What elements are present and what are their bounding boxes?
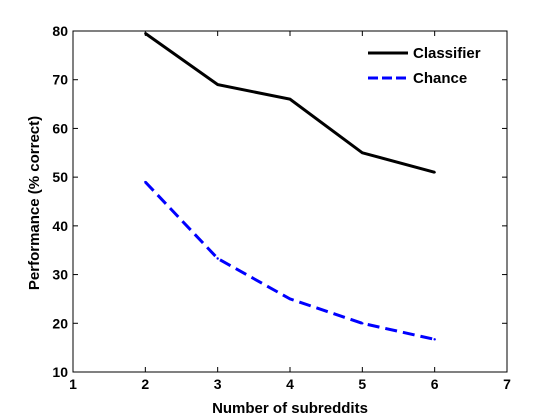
x-tick-label: 1 bbox=[69, 376, 77, 392]
legend: Classifier Chance bbox=[368, 45, 481, 87]
series-line-chance bbox=[144, 180, 436, 341]
data-point-chance bbox=[433, 338, 436, 341]
x-axis-title: Number of subreddits bbox=[212, 400, 368, 417]
data-point-chance bbox=[361, 322, 364, 325]
legend-label-classifier: Classifier bbox=[413, 45, 481, 62]
data-point-classifier bbox=[144, 32, 147, 35]
data-point-chance bbox=[144, 180, 147, 184]
data-point-classifier bbox=[433, 171, 436, 174]
data-point-chance bbox=[288, 297, 292, 301]
x-tick-label: 5 bbox=[358, 376, 366, 392]
y-axis-ticks: 10 20 30 40 50 60 70 80 bbox=[52, 23, 507, 380]
y-tick-label: 60 bbox=[52, 120, 68, 136]
y-tick-label: 10 bbox=[52, 364, 68, 380]
x-axis-ticks: 1 2 3 4 5 6 7 bbox=[69, 31, 511, 392]
data-point-classifier bbox=[361, 151, 364, 154]
y-axis-title: Performance (% correct) bbox=[26, 116, 43, 290]
y-tick-label: 70 bbox=[52, 72, 68, 88]
y-tick-label: 40 bbox=[52, 218, 68, 234]
legend-label-chance: Chance bbox=[413, 70, 467, 87]
y-tick-label: 20 bbox=[52, 315, 68, 331]
y-tick-label: 30 bbox=[52, 267, 68, 283]
x-tick-label: 2 bbox=[141, 376, 149, 392]
x-tick-label: 4 bbox=[286, 376, 294, 392]
x-tick-label: 3 bbox=[214, 376, 222, 392]
x-tick-label: 6 bbox=[431, 376, 439, 392]
data-point-chance bbox=[216, 257, 219, 260]
data-point-classifier bbox=[216, 83, 219, 86]
y-tick-label: 80 bbox=[52, 23, 68, 39]
x-tick-label: 7 bbox=[503, 376, 511, 392]
data-point-classifier bbox=[288, 98, 292, 101]
series-lines bbox=[144, 32, 436, 341]
y-tick-label: 50 bbox=[52, 169, 68, 185]
